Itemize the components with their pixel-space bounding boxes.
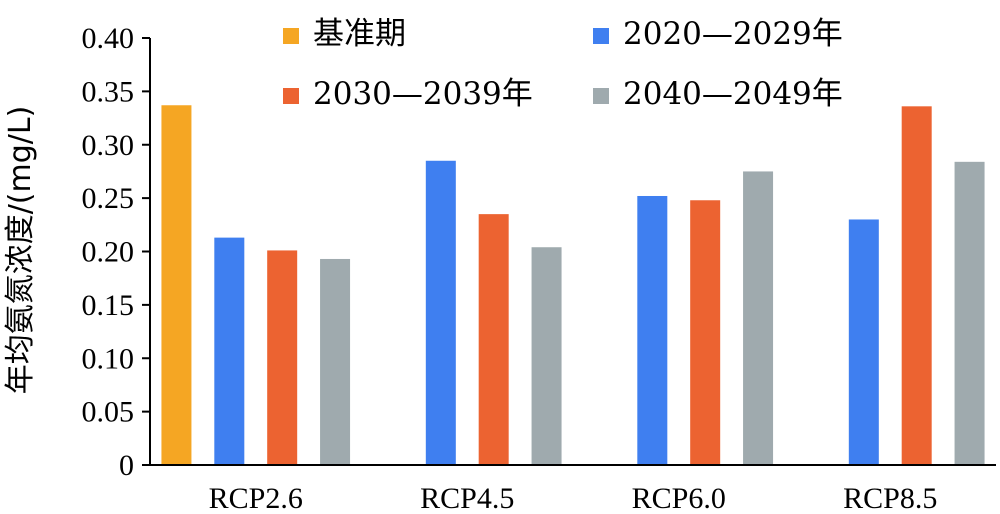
x-category-label: RCP8.5 (843, 482, 937, 514)
x-category-label: RCP4.5 (420, 482, 514, 514)
y-tick-label: 0.05 (82, 396, 135, 429)
legend-label: 2030—2039年 (313, 76, 533, 112)
bars (161, 105, 985, 466)
bar (848, 219, 879, 465)
legend-swatch (593, 88, 609, 104)
y-tick-label: 0.20 (82, 236, 135, 269)
legend-label: 2040—2049年 (623, 76, 843, 112)
bar (690, 200, 721, 465)
y-tick-label: 0.15 (82, 289, 135, 322)
y-tick-label: 0.40 (82, 22, 135, 55)
legend-swatch (283, 88, 299, 104)
bar (743, 171, 774, 465)
legend-label: 基准期 (313, 16, 406, 52)
legend-swatch (593, 28, 609, 44)
bar (478, 214, 509, 465)
y-tick-label: 0 (119, 449, 134, 482)
bar (320, 258, 351, 465)
bar (425, 160, 456, 465)
y-tick-label: 0.25 (82, 182, 135, 215)
bar (637, 195, 668, 466)
legend-label: 2020—2029年 (623, 16, 843, 52)
bar (214, 237, 245, 465)
legend: 基准期 2020—2029年 2030—2039年 2040—2049年 (283, 16, 843, 112)
axes (149, 38, 996, 466)
bar (954, 161, 985, 465)
y-tick-label: 0.30 (82, 129, 135, 162)
x-category-label: RCP6.0 (632, 482, 726, 514)
bar (531, 247, 562, 465)
x-axis-category-labels: RCP2.6 RCP4.5 RCP6.0 RCP8.5 (209, 482, 938, 514)
bar (267, 250, 298, 465)
y-tick-label: 0.10 (82, 342, 135, 375)
x-category-label: RCP2.6 (209, 482, 303, 514)
bar (901, 106, 932, 465)
y-axis-title-group: 年均氨氮浓度/(mg/L) (3, 106, 38, 395)
y-axis-title: 年均氨氮浓度/(mg/L) (3, 106, 38, 395)
y-tick-label: 0.35 (82, 75, 135, 108)
bar (161, 105, 192, 465)
y-axis-ticks: 0 0.05 0.10 0.15 0.20 0.25 0.30 0.35 0.40 (82, 22, 150, 482)
legend-swatch (283, 28, 299, 44)
